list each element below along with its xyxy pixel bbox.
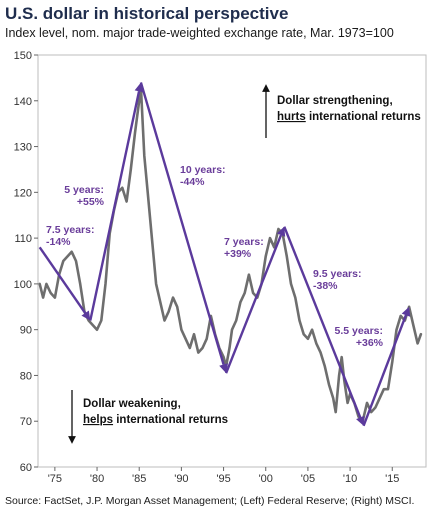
trend-label-change: +39%	[224, 248, 252, 260]
y-tick-label: 70	[20, 416, 32, 428]
strengthening-line2: hurts international returns	[277, 111, 421, 123]
trend-line	[362, 314, 408, 427]
trend-label-duration: 5 years:	[64, 184, 104, 196]
y-tick-label: 130	[14, 142, 32, 154]
weakening-rest: international returns	[113, 414, 228, 426]
plot-frame	[37, 54, 427, 468]
y-tick-label: 110	[14, 233, 32, 245]
strengthening-rest: international returns	[306, 111, 421, 123]
y-tick-label: 120	[14, 187, 32, 199]
weakening-line2: helps international returns	[83, 414, 228, 426]
trend-line	[89, 91, 141, 321]
source-note: Source: FactSet, J.P. Morgan Asset Manag…	[5, 495, 415, 507]
y-tick-label: 80	[20, 370, 32, 382]
chart-subtitle: Index level, nom. major trade-weighted e…	[5, 26, 394, 40]
weakening-emph: helps	[83, 414, 113, 426]
strengthening-line1: Dollar strengthening,	[277, 95, 393, 107]
trend-label-duration: 9.5 years:	[313, 268, 361, 280]
trend-arrowhead	[81, 310, 91, 321]
trend-label-change: -38%	[313, 280, 338, 292]
trend-line	[38, 246, 87, 314]
trend-labels: 7.5 years:-14% 5 years:+55% 10 years:-44% 7…	[46, 164, 384, 349]
y-axis: 60 70 80 90 100 110 120 130 140 150	[14, 50, 38, 474]
trend-label-change: +36%	[356, 337, 384, 349]
weakening-note: Dollar weakening, helps international re…	[68, 390, 228, 444]
trend-label-duration: 7 years:	[224, 236, 264, 248]
trend-label-duration: 5.5 years:	[335, 325, 383, 337]
trend-label-change: +55%	[77, 196, 105, 208]
y-tick-label: 150	[14, 50, 32, 62]
strengthening-emph: hurts	[277, 111, 306, 123]
trend-label-duration: 7.5 years:	[46, 224, 94, 236]
trend-arrowhead	[276, 226, 286, 237]
x-tick-label: '15	[385, 473, 399, 485]
trend-arrowhead	[401, 306, 411, 317]
x-tick-label: '05	[301, 473, 315, 485]
x-axis: '75 '80 '85 '90 '95 '00 '05 '10 '15	[48, 467, 399, 485]
strengthening-note: Dollar strengthening, hurts internationa…	[262, 84, 421, 138]
trend-arrowhead	[219, 363, 228, 374]
trend-label-change: -14%	[46, 236, 71, 248]
trend-label-change: -44%	[180, 176, 205, 188]
x-tick-label: '80	[90, 473, 104, 485]
x-tick-label: '90	[174, 473, 188, 485]
x-tick-label: '00	[259, 473, 273, 485]
x-tick-label: '10	[343, 473, 357, 485]
y-tick-label: 140	[14, 96, 32, 108]
trend-line	[224, 234, 283, 374]
x-tick-label: '95	[216, 473, 230, 485]
chart-title: U.S. dollar in historical perspective	[5, 4, 289, 23]
trend-lines	[38, 82, 411, 427]
weakening-line1: Dollar weakening,	[83, 398, 181, 410]
x-tick-label: '75	[48, 473, 62, 485]
y-tick-label: 60	[20, 462, 32, 474]
y-tick-label: 100	[14, 279, 32, 291]
trend-line	[139, 82, 225, 365]
trend-arrowhead	[356, 415, 365, 426]
y-tick-label: 90	[20, 325, 32, 337]
x-tick-label: '85	[132, 473, 146, 485]
trend-label-duration: 10 years:	[180, 164, 226, 176]
trend-line	[283, 226, 362, 418]
